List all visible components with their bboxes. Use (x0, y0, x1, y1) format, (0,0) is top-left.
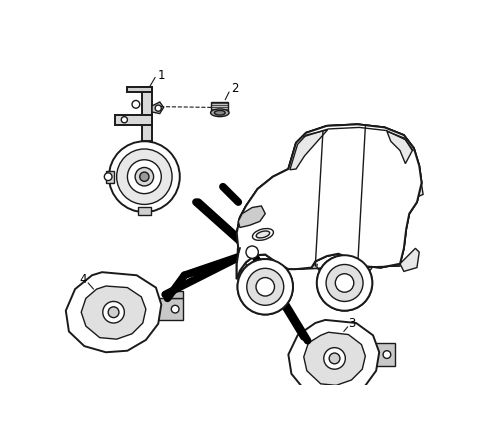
Ellipse shape (211, 109, 229, 116)
Polygon shape (387, 131, 412, 164)
Ellipse shape (256, 231, 270, 238)
Polygon shape (142, 87, 152, 141)
Circle shape (341, 279, 348, 287)
Circle shape (108, 307, 119, 318)
Circle shape (317, 255, 372, 311)
Circle shape (336, 274, 354, 292)
Circle shape (317, 255, 372, 311)
Polygon shape (152, 102, 164, 113)
Polygon shape (138, 207, 151, 215)
Polygon shape (237, 248, 250, 283)
Polygon shape (372, 343, 395, 366)
Circle shape (127, 160, 161, 194)
Circle shape (247, 268, 284, 305)
Polygon shape (211, 102, 228, 113)
Circle shape (103, 301, 124, 323)
Polygon shape (238, 206, 265, 227)
Circle shape (246, 246, 258, 259)
Polygon shape (127, 87, 152, 92)
Polygon shape (81, 286, 146, 339)
Circle shape (117, 149, 172, 204)
Polygon shape (66, 272, 161, 352)
Ellipse shape (252, 229, 274, 240)
Circle shape (155, 105, 161, 111)
Circle shape (109, 141, 180, 212)
Text: 1: 1 (157, 68, 165, 81)
Polygon shape (387, 131, 412, 164)
Ellipse shape (252, 229, 274, 240)
Circle shape (326, 265, 363, 301)
Circle shape (132, 100, 140, 108)
Circle shape (256, 278, 275, 296)
Circle shape (326, 265, 363, 301)
Polygon shape (237, 124, 421, 279)
Text: 2: 2 (231, 82, 238, 95)
Text: 3: 3 (348, 317, 356, 330)
Polygon shape (304, 332, 365, 385)
Polygon shape (288, 320, 379, 398)
Polygon shape (115, 115, 152, 125)
Polygon shape (400, 248, 419, 271)
Polygon shape (106, 171, 114, 183)
Polygon shape (237, 124, 421, 279)
Polygon shape (169, 291, 183, 298)
Circle shape (121, 116, 127, 123)
Circle shape (383, 351, 391, 359)
Circle shape (247, 268, 284, 305)
Circle shape (324, 348, 345, 369)
Polygon shape (158, 298, 183, 320)
Circle shape (140, 172, 149, 181)
Circle shape (262, 283, 269, 291)
Circle shape (256, 278, 275, 296)
Circle shape (238, 259, 293, 314)
Circle shape (336, 274, 354, 292)
Ellipse shape (256, 231, 270, 238)
Circle shape (171, 305, 179, 313)
Ellipse shape (215, 110, 225, 115)
Polygon shape (281, 178, 291, 187)
Polygon shape (238, 206, 265, 227)
Circle shape (135, 168, 154, 186)
Polygon shape (290, 130, 328, 170)
Polygon shape (237, 124, 421, 279)
Circle shape (238, 259, 293, 314)
Circle shape (329, 353, 340, 364)
Polygon shape (411, 179, 423, 198)
Text: 4: 4 (79, 273, 86, 286)
Circle shape (104, 173, 112, 181)
Polygon shape (290, 130, 328, 170)
